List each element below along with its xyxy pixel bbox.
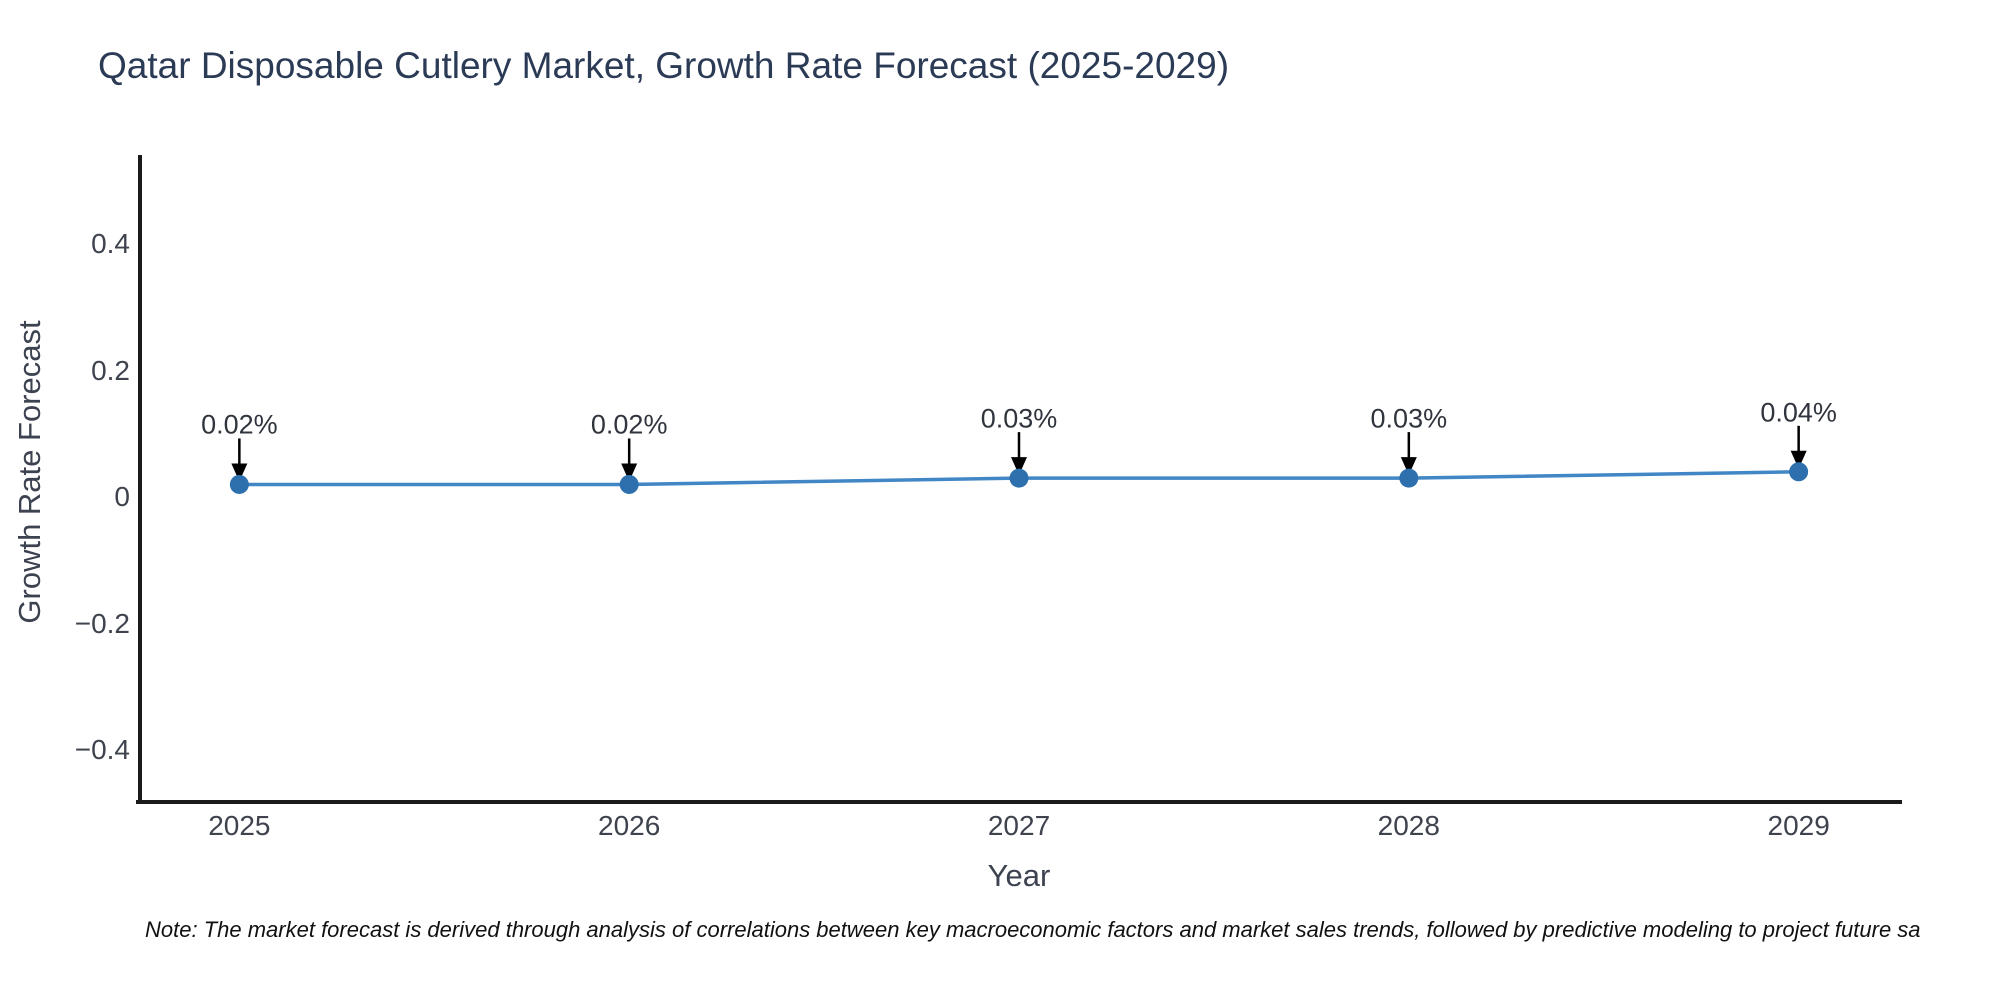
data-point-marker [229,474,249,494]
y-axis-line [138,155,142,804]
x-axis-title: Year [987,858,1051,893]
y-tick-label: −0.2 [74,607,130,639]
y-axis-title: Growth Rate Forecast [12,320,47,624]
annotation-arrowhead-icon [621,463,638,482]
data-point-marker [1399,468,1419,488]
y-tick-label: 0 [114,481,130,513]
y-tick-label: 0.2 [91,354,130,386]
x-tick-label: 2029 [1767,810,1830,841]
annotation-arrowhead-icon [1400,457,1417,476]
annotation-arrowhead-icon [1790,450,1807,469]
x-tick-label: 2028 [1377,810,1440,841]
series-line [237,470,1801,487]
data-point-marker [1009,468,1029,488]
x-axis-line [136,800,1902,804]
annotation-arrowhead-icon [1011,457,1027,476]
x-tick-label: 2027 [987,810,1051,841]
annotation-label: 0.02% [590,409,668,440]
annotation-label: 0.03% [1370,403,1448,434]
y-tick-label: −0.4 [74,734,130,766]
x-tick-label: 2025 [208,810,271,841]
annotation-label: 0.04% [1760,397,1837,428]
data-point-marker [619,474,639,494]
y-tick-label: 0.4 [91,228,130,260]
data-point-marker [1789,462,1809,482]
annotation-label: 0.02% [201,409,278,440]
x-tick-label: 2026 [598,810,661,841]
annotation-label: 0.03% [980,403,1058,434]
chart-title: Qatar Disposable Cutlery Market, Growth … [98,45,1230,86]
footnote: Note: The market forecast is derived thr… [145,917,1921,942]
annotation-arrowhead-icon [231,463,248,482]
